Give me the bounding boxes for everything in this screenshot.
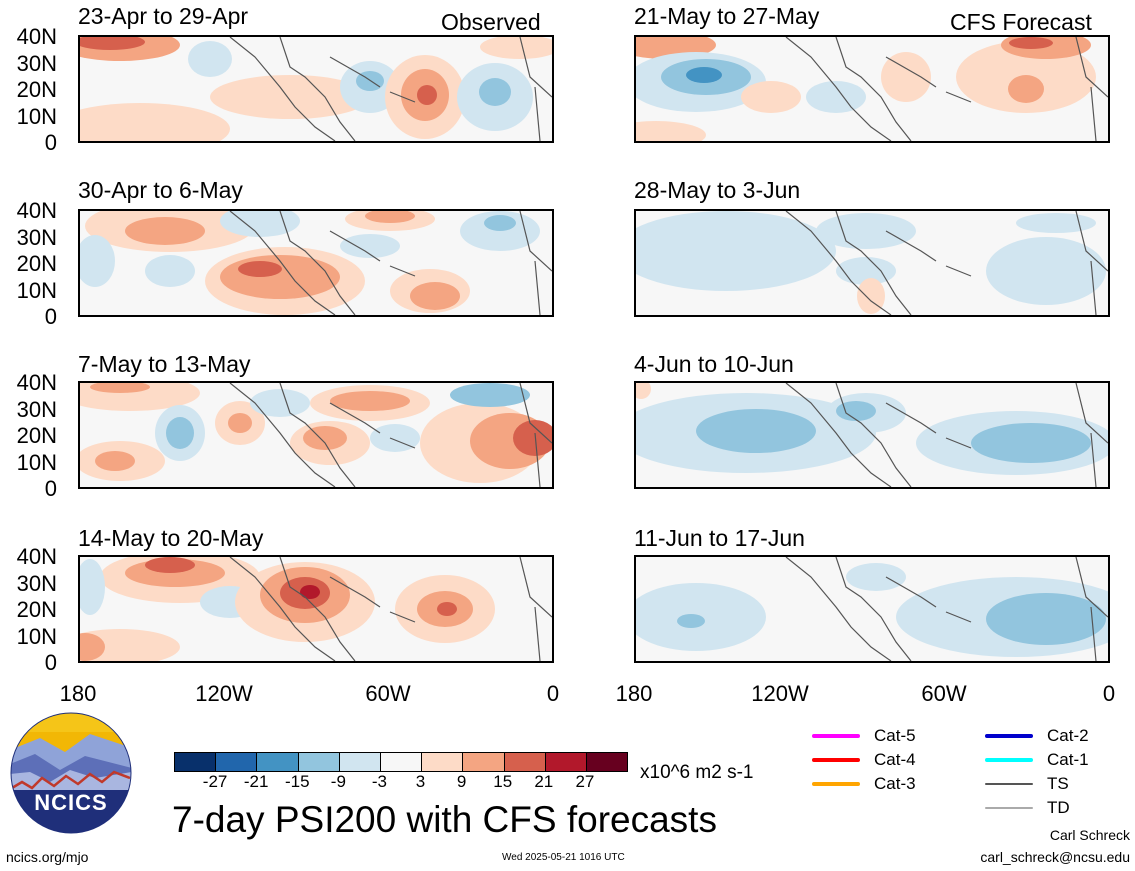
colorbar-label: 3 — [415, 772, 426, 791]
map-panel-forecast-2 — [634, 209, 1110, 317]
storm-legend-swatch — [812, 734, 860, 738]
panel-title: 11-Jun to 17-Jun — [634, 525, 805, 551]
y-tick-label: 20N — [16, 77, 57, 102]
colorbar-swatch — [257, 753, 299, 771]
x-tick-label: 0 — [1102, 681, 1116, 706]
footer-url[interactable]: ncics.org/mjo — [6, 849, 89, 865]
y-tick-label: 0 — [44, 130, 57, 155]
storm-legend-label: Cat-1 — [1047, 750, 1089, 769]
main-title: 7-day PSI200 with CFS forecasts — [172, 799, 717, 840]
colorbar-label: -21 — [243, 772, 269, 791]
y-tick-label: 0 — [44, 650, 57, 675]
map-panel-observed-4 — [78, 555, 554, 663]
map-panel-observed-3 — [78, 381, 554, 489]
forecast-label: CFS Forecast — [950, 9, 1092, 35]
footer-email[interactable]: carl_schreck@ncsu.edu — [980, 849, 1130, 865]
y-tick-label: 30N — [16, 51, 57, 76]
colorbar-label: 9 — [456, 772, 467, 791]
y-tick-label: 30N — [16, 397, 57, 422]
panel-title: 30-Apr to 6-May — [78, 177, 243, 203]
panel-title: 4-Jun to 10-Jun — [634, 351, 794, 377]
y-tick-label: 30N — [16, 571, 57, 596]
x-tick-label: 180 — [59, 681, 97, 706]
map-panel-forecast-1 — [634, 35, 1110, 143]
storm-legend-swatch — [812, 758, 860, 762]
y-tick-label: 20N — [16, 423, 57, 448]
colorbar-swatch — [339, 753, 381, 771]
y-tick-label: 20N — [16, 251, 57, 276]
y-tick-label: 10N — [16, 278, 57, 303]
x-tick-label: 120W — [195, 681, 253, 706]
colorbar-swatch — [504, 753, 546, 771]
y-tick-label: 20N — [16, 597, 57, 622]
x-tick-label: 60W — [365, 681, 411, 706]
colorbar-swatch — [422, 753, 464, 771]
footer-timestamp: Wed 2025-05-21 1016 UTC — [502, 852, 625, 863]
storm-legend-swatch — [985, 807, 1033, 809]
map-panel-observed-1 — [78, 35, 554, 143]
colorbar-label: -27 — [202, 772, 228, 791]
panel-title: 14-May to 20-May — [78, 525, 264, 551]
colorbar-label: 27 — [575, 772, 595, 791]
colorbar-swatch — [216, 753, 258, 771]
y-tick-label: 40N — [16, 198, 57, 223]
x-tick-label: 0 — [546, 681, 560, 706]
colorbar-label: 21 — [534, 772, 554, 791]
ncics-logo: NCICS — [10, 712, 132, 834]
y-tick-label: 40N — [16, 370, 57, 395]
storm-legend-label: TS — [1047, 774, 1069, 793]
storm-legend-label: Cat-4 — [874, 750, 916, 769]
y-tick-label: 0 — [44, 476, 57, 501]
storm-legend-swatch — [985, 734, 1033, 738]
colorbar-swatch — [463, 753, 505, 771]
y-tick-label: 40N — [16, 24, 57, 49]
colorbar-label: -15 — [284, 772, 310, 791]
colorbar-swatch — [586, 753, 628, 771]
panel-title: 21-May to 27-May — [634, 3, 820, 29]
colorbar-swatch — [298, 753, 340, 771]
colorbar-swatch — [545, 753, 587, 771]
colorbar-label: -3 — [371, 772, 388, 791]
colorbar-swatch — [175, 753, 217, 771]
panel-title: 28-May to 3-Jun — [634, 177, 801, 203]
panel-title: 23-Apr to 29-Apr — [78, 3, 249, 29]
x-tick-label: 120W — [751, 681, 809, 706]
x-tick-label: 180 — [615, 681, 653, 706]
x-tick-label: 60W — [921, 681, 967, 706]
storm-legend-label: Cat-2 — [1047, 726, 1089, 745]
footer-author: Carl Schreck — [1049, 827, 1130, 843]
y-tick-label: 0 — [44, 304, 57, 329]
y-tick-label: 10N — [16, 104, 57, 129]
map-panel-forecast-4 — [634, 555, 1110, 663]
y-tick-label: 40N — [16, 544, 57, 569]
y-tick-label: 30N — [16, 225, 57, 250]
colorbar-swatch — [380, 753, 423, 771]
colorbar — [174, 752, 628, 772]
map-panel-forecast-3 — [634, 381, 1110, 489]
panel-title: 7-May to 13-May — [78, 351, 251, 377]
y-tick-label: 10N — [16, 450, 57, 475]
logo-text: NCICS — [34, 790, 108, 815]
storm-legend-label: Cat-5 — [874, 726, 916, 745]
y-tick-label: 10N — [16, 624, 57, 649]
colorbar-units: x10^6 m2 s-1 — [640, 762, 754, 783]
storm-legend-label: TD — [1047, 798, 1070, 817]
storm-legend-label: Cat-3 — [874, 774, 916, 793]
colorbar-label: 15 — [493, 772, 513, 791]
storm-legend-swatch — [985, 783, 1033, 785]
storm-legend-swatch — [985, 758, 1033, 762]
observed-label: Observed — [441, 9, 541, 35]
storm-legend-swatch — [812, 782, 860, 786]
map-panel-observed-2 — [78, 209, 554, 317]
colorbar-label: -9 — [330, 772, 346, 791]
